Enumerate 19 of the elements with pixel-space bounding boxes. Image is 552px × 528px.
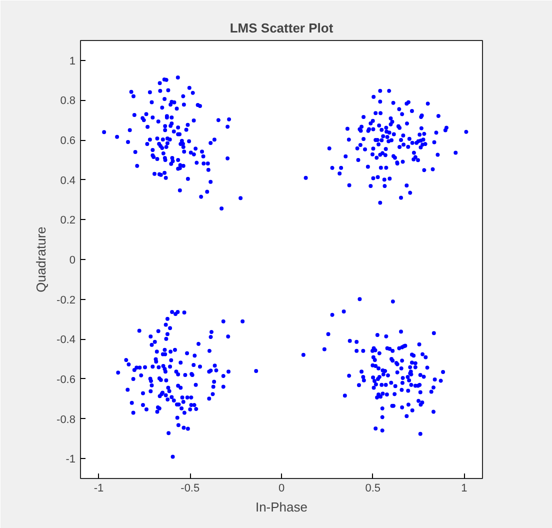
y-tick-label: -0.2 bbox=[56, 294, 76, 306]
y-tick-label: -1 bbox=[66, 454, 76, 466]
x-tick-label: 0 bbox=[278, 482, 285, 494]
y-axis-title: Quadrature bbox=[34, 226, 49, 292]
x-tick-label: 0.5 bbox=[365, 482, 381, 494]
x-axis-title: In-Phase bbox=[255, 500, 308, 514]
y-tick-label: 0 bbox=[69, 254, 76, 266]
y-tick-label: 0.2 bbox=[60, 214, 76, 227]
y-tick-label: 0.6 bbox=[60, 135, 76, 148]
y-tick-label: 0.4 bbox=[60, 174, 76, 187]
y-tick-label: -0.8 bbox=[56, 414, 76, 426]
y-tick-label: -0.4 bbox=[56, 334, 76, 346]
x-tick-label: 1 bbox=[461, 482, 468, 494]
y-tick-label: -0.6 bbox=[56, 374, 76, 386]
chart-title: LMS Scatter Plot bbox=[230, 20, 334, 36]
x-tick-label: -0.5 bbox=[180, 482, 200, 494]
y-tick-label: 1 bbox=[69, 55, 76, 68]
x-tick-label: -1 bbox=[94, 482, 104, 494]
y-tick-label: 0.8 bbox=[60, 95, 76, 108]
